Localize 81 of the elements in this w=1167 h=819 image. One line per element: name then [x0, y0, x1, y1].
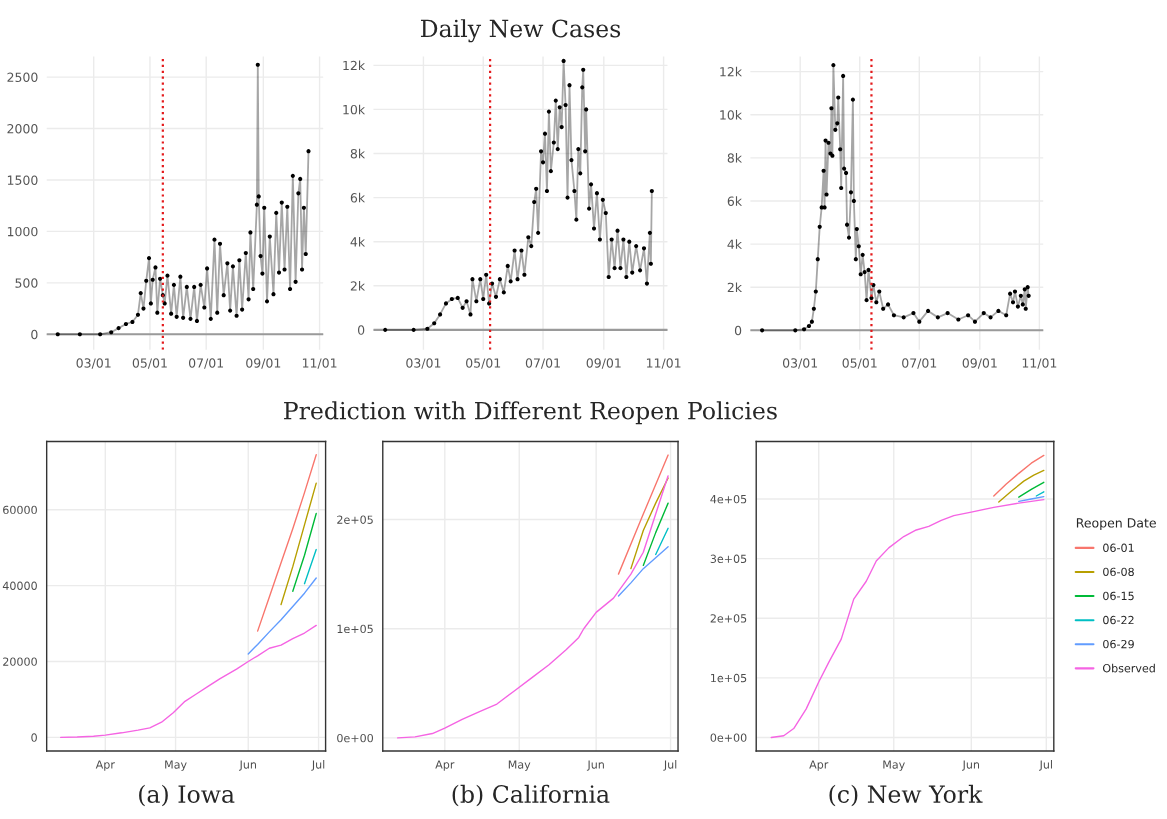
- x-tick-label: Apr: [95, 760, 115, 771]
- y-tick-label: 0e+00: [337, 733, 374, 743]
- line-series: [60, 624, 317, 739]
- chart-title: Prediction with Different Reopen Policies: [284, 401, 777, 425]
- line-series: [256, 454, 317, 632]
- y-tick-label: 10k: [720, 109, 743, 120]
- y-tick-label: 0e+00: [710, 733, 747, 742]
- legend-label: 06-22: [1103, 615, 1134, 625]
- y-tick-label: 10k: [343, 104, 366, 115]
- x-tick-label: 09/01: [962, 358, 997, 369]
- x-tick-label: 03/01: [782, 358, 818, 369]
- x-tick-label: Apr: [809, 760, 829, 771]
- x-tick-label: May: [508, 760, 531, 771]
- y-tick-label: 1e+05: [711, 673, 747, 683]
- line-series: [770, 498, 1045, 739]
- line-series: [247, 577, 317, 655]
- y-tick-label: 60000: [3, 505, 37, 515]
- y-tick-label: 1500: [7, 175, 38, 185]
- x-tick-label: Jul: [311, 760, 325, 771]
- x-tick-label: May: [883, 760, 905, 771]
- y-tick-label: 2e+05: [337, 515, 373, 524]
- x-axis-title: (b) California: [452, 784, 610, 807]
- x-tick-label: Apr: [435, 760, 455, 771]
- y-tick-label: 0: [357, 325, 365, 335]
- legend-label: Observed: [1102, 663, 1155, 673]
- y-tick-label: 4k: [350, 236, 366, 247]
- x-tick-label: Jul: [663, 760, 677, 771]
- y-tick-label: 0: [31, 329, 38, 340]
- legend-label: 06-08: [1103, 567, 1134, 577]
- line-series: [280, 482, 317, 606]
- x-tick-label: 07/01: [188, 358, 224, 369]
- line-series: [617, 546, 669, 597]
- x-tick-label: 05/01: [842, 358, 877, 369]
- y-tick-label: 20000: [3, 657, 37, 666]
- legend-label: 06-01: [1103, 543, 1134, 552]
- legend-label: 06-15: [1103, 591, 1134, 601]
- y-tick-label: 2000: [7, 124, 38, 134]
- y-tick-label: 3e+05: [710, 554, 747, 563]
- x-tick-label: Jun: [238, 760, 256, 771]
- x-axis-title: (c) New York: [829, 784, 983, 807]
- y-tick-label: 2500: [7, 72, 38, 83]
- line-series: [630, 477, 669, 570]
- x-tick-label: 09/01: [246, 358, 281, 369]
- y-tick-label: 12k: [343, 60, 366, 71]
- y-tick-label: 2k: [350, 281, 366, 291]
- y-tick-label: 4e+05: [710, 494, 747, 504]
- y-tick-label: 8k: [727, 153, 743, 163]
- y-tick-label: 500: [15, 278, 38, 288]
- y-tick-label: 2e+05: [710, 614, 747, 623]
- x-tick-label: 11/01: [302, 358, 337, 369]
- x-tick-label: 09/01: [586, 358, 621, 369]
- x-axis-title: (a) Iowa: [139, 784, 235, 807]
- x-tick-label: 05/01: [132, 358, 167, 369]
- line-series: [396, 475, 669, 739]
- x-tick-label: Jun: [586, 760, 604, 771]
- line-series: [998, 469, 1045, 503]
- y-tick-label: 0: [31, 733, 37, 742]
- x-tick-label: May: [165, 760, 187, 771]
- y-tick-label: 6k: [350, 192, 366, 203]
- line-series: [993, 454, 1045, 497]
- x-tick-label: 03/01: [406, 358, 441, 369]
- x-tick-label: 11/01: [646, 358, 681, 369]
- x-tick-label: 11/01: [1022, 358, 1057, 369]
- y-tick-label: 40000: [2, 581, 37, 590]
- x-tick-label: 05/01: [466, 358, 501, 369]
- y-tick-label: 6k: [727, 196, 743, 206]
- y-tick-label: 1e+05: [337, 624, 373, 634]
- y-tick-label: 8k: [350, 148, 366, 159]
- y-tick-label: 4k: [727, 239, 743, 249]
- legend-title: Reopen Date: [1076, 518, 1156, 531]
- y-tick-label: 0: [734, 325, 742, 336]
- x-tick-label: 03/01: [76, 358, 111, 369]
- x-tick-label: Jun: [962, 760, 980, 771]
- x-tick-label: 07/01: [525, 358, 560, 369]
- x-tick-label: 07/01: [902, 358, 937, 369]
- y-tick-label: 1000: [7, 226, 38, 237]
- chart-title: Daily New Cases: [420, 19, 621, 43]
- y-tick-label: 2k: [727, 282, 743, 292]
- legend-label: 06-29: [1103, 639, 1134, 649]
- y-tick-label: 12k: [720, 66, 743, 77]
- x-tick-label: Jul: [1039, 760, 1052, 771]
